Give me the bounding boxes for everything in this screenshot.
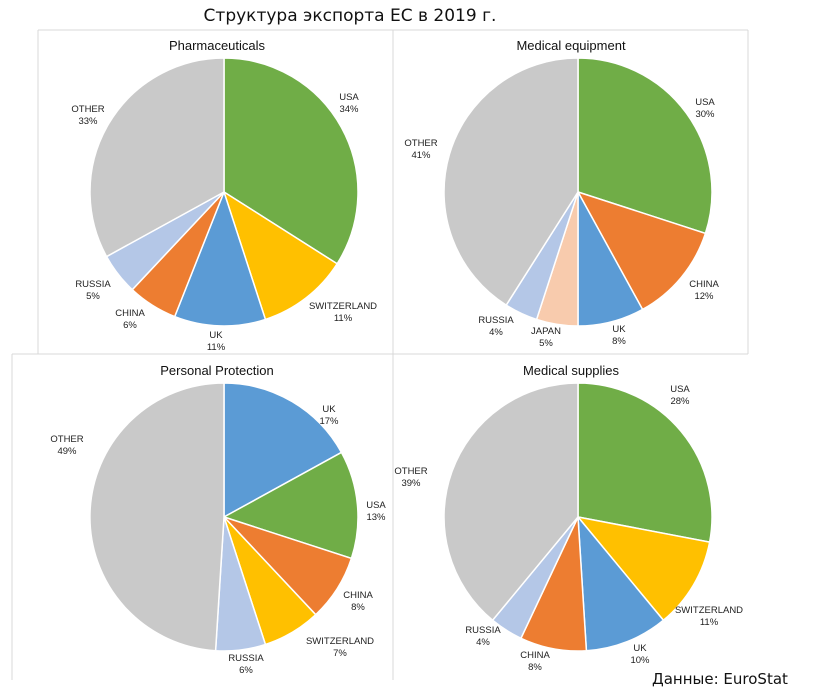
slice-label-russia: RUSSIA 5% [75, 279, 111, 302]
slice-percent: 11% [334, 313, 353, 324]
slice-label-uk: UK 8% [612, 324, 626, 347]
slice-category: USA [366, 500, 386, 511]
slice-label-other: OTHER 33% [71, 104, 104, 127]
slice-category: OTHER [394, 466, 427, 477]
slice-category: SWITZERLAND [309, 301, 377, 312]
slice-label-switzerland: SWITZERLAND 11% [675, 605, 743, 628]
slice-label-usa: USA 28% [670, 384, 690, 407]
pie-slice-usa [223, 57, 359, 265]
slice-category: OTHER [404, 138, 437, 149]
slice-percent: 11% [207, 342, 226, 353]
slice-category: UK [322, 404, 336, 415]
slice-category: USA [670, 384, 690, 395]
slice-label-other: OTHER 39% [394, 466, 427, 489]
slice-category: UK [612, 324, 626, 335]
pie-panel-personal-protection: Personal Protection UK 17% USA 13% CHINA 8% SWI… [50, 363, 386, 676]
pie-panel-medical-equipment: Medical equipment USA 30% CHINA 12% UK 8% JAPAN… [404, 38, 719, 349]
slice-category: CHINA [689, 279, 719, 290]
slice-label-switzerland: SWITZERLAND 11% [309, 301, 377, 324]
slice-percent: 17% [319, 416, 339, 427]
slice-percent: 41% [411, 150, 431, 161]
pie-slice-uk [577, 514, 665, 652]
slice-category: UK [633, 643, 647, 654]
slice-percent: 49% [57, 446, 77, 457]
slice-category: USA [695, 97, 715, 108]
slice-category: UK [209, 330, 223, 341]
panel-title: Medical supplies [523, 363, 620, 378]
slice-percent: 8% [612, 336, 626, 347]
slice-percent: 34% [339, 104, 359, 115]
pie-slice-other [89, 57, 225, 258]
pie-panel-medical-supplies: Medical supplies USA 28% SWITZERLAND 11% UK 10… [394, 363, 743, 673]
slice-category: CHINA [520, 650, 550, 661]
slice-percent: 5% [86, 291, 100, 302]
pie-slice-usa [577, 57, 713, 235]
pie-slice-other [443, 382, 579, 622]
slice-percent: 4% [476, 637, 490, 648]
slice-percent: 13% [366, 512, 386, 523]
pie-slice-uk [223, 382, 343, 519]
slice-percent: 33% [78, 116, 98, 127]
pie-slice-switzerland [576, 515, 711, 622]
slice-label-uk: UK 17% [319, 404, 339, 427]
slice-label-china: CHINA 6% [115, 308, 145, 331]
slice-label-uk: UK 10% [630, 643, 650, 666]
panel-title: Personal Protection [160, 363, 273, 378]
slice-category: RUSSIA [75, 279, 111, 290]
pie-slice-other [443, 57, 579, 307]
slice-percent: 12% [694, 291, 714, 302]
slice-label-usa: USA 13% [366, 500, 386, 523]
slice-label-usa: USA 34% [339, 92, 359, 115]
slice-category: USA [339, 92, 359, 103]
panel-borders [11, 29, 749, 680]
slice-percent: 4% [489, 327, 503, 338]
slice-category: RUSSIA [465, 625, 501, 636]
slice-category: CHINA [343, 590, 373, 601]
slice-percent: 39% [401, 478, 421, 489]
slice-category: OTHER [71, 104, 104, 115]
slice-label-china: CHINA 12% [689, 279, 719, 302]
source-note: Данные: EuroStat [652, 670, 788, 688]
slice-percent: 8% [528, 662, 542, 673]
slice-label-switzerland: SWITZERLAND 7% [306, 636, 374, 659]
pie-slice-usa [577, 382, 713, 543]
slice-label-other: OTHER 49% [50, 434, 83, 457]
slice-category: RUSSIA [228, 653, 264, 664]
slice-category: CHINA [115, 308, 145, 319]
pie-slice-usa [222, 451, 359, 560]
slice-category: RUSSIA [478, 315, 514, 326]
slice-percent: 5% [539, 338, 553, 349]
slice-category: JAPAN [531, 326, 561, 337]
slice-percent: 6% [239, 665, 253, 676]
slice-percent: 7% [333, 648, 347, 659]
slice-percent: 28% [670, 396, 690, 407]
slice-label-china: CHINA 8% [520, 650, 550, 673]
pie-slice-uk [173, 189, 267, 327]
slice-percent: 10% [630, 655, 650, 666]
slice-percent: 8% [351, 602, 365, 613]
slice-label-russia: RUSSIA 4% [465, 625, 501, 648]
slice-label-russia: RUSSIA 4% [478, 315, 514, 338]
pie-slice-switzerland [222, 190, 339, 321]
slice-category: SWITZERLAND [306, 636, 374, 647]
slice-label-uk: UK 11% [207, 330, 226, 353]
slice-percent: 11% [700, 617, 719, 628]
slice-category: SWITZERLAND [675, 605, 743, 616]
slice-label-russia: RUSSIA 6% [228, 653, 264, 676]
slice-percent: 6% [123, 320, 137, 331]
slice-percent: 30% [695, 109, 715, 120]
slice-label-other: OTHER 41% [404, 138, 437, 161]
chart-title: Структура экспорта ЕС в 2019 г. [203, 6, 497, 26]
pie-slice-china [576, 190, 707, 311]
slice-category: OTHER [50, 434, 83, 445]
slice-label-japan: JAPAN 5% [531, 326, 561, 349]
pie-slice-other [89, 382, 225, 652]
panel-title: Medical equipment [516, 38, 626, 53]
slice-label-usa: USA 30% [695, 97, 715, 120]
slice-label-china: CHINA 8% [343, 590, 373, 613]
panel-title: Pharmaceuticals [169, 38, 266, 53]
